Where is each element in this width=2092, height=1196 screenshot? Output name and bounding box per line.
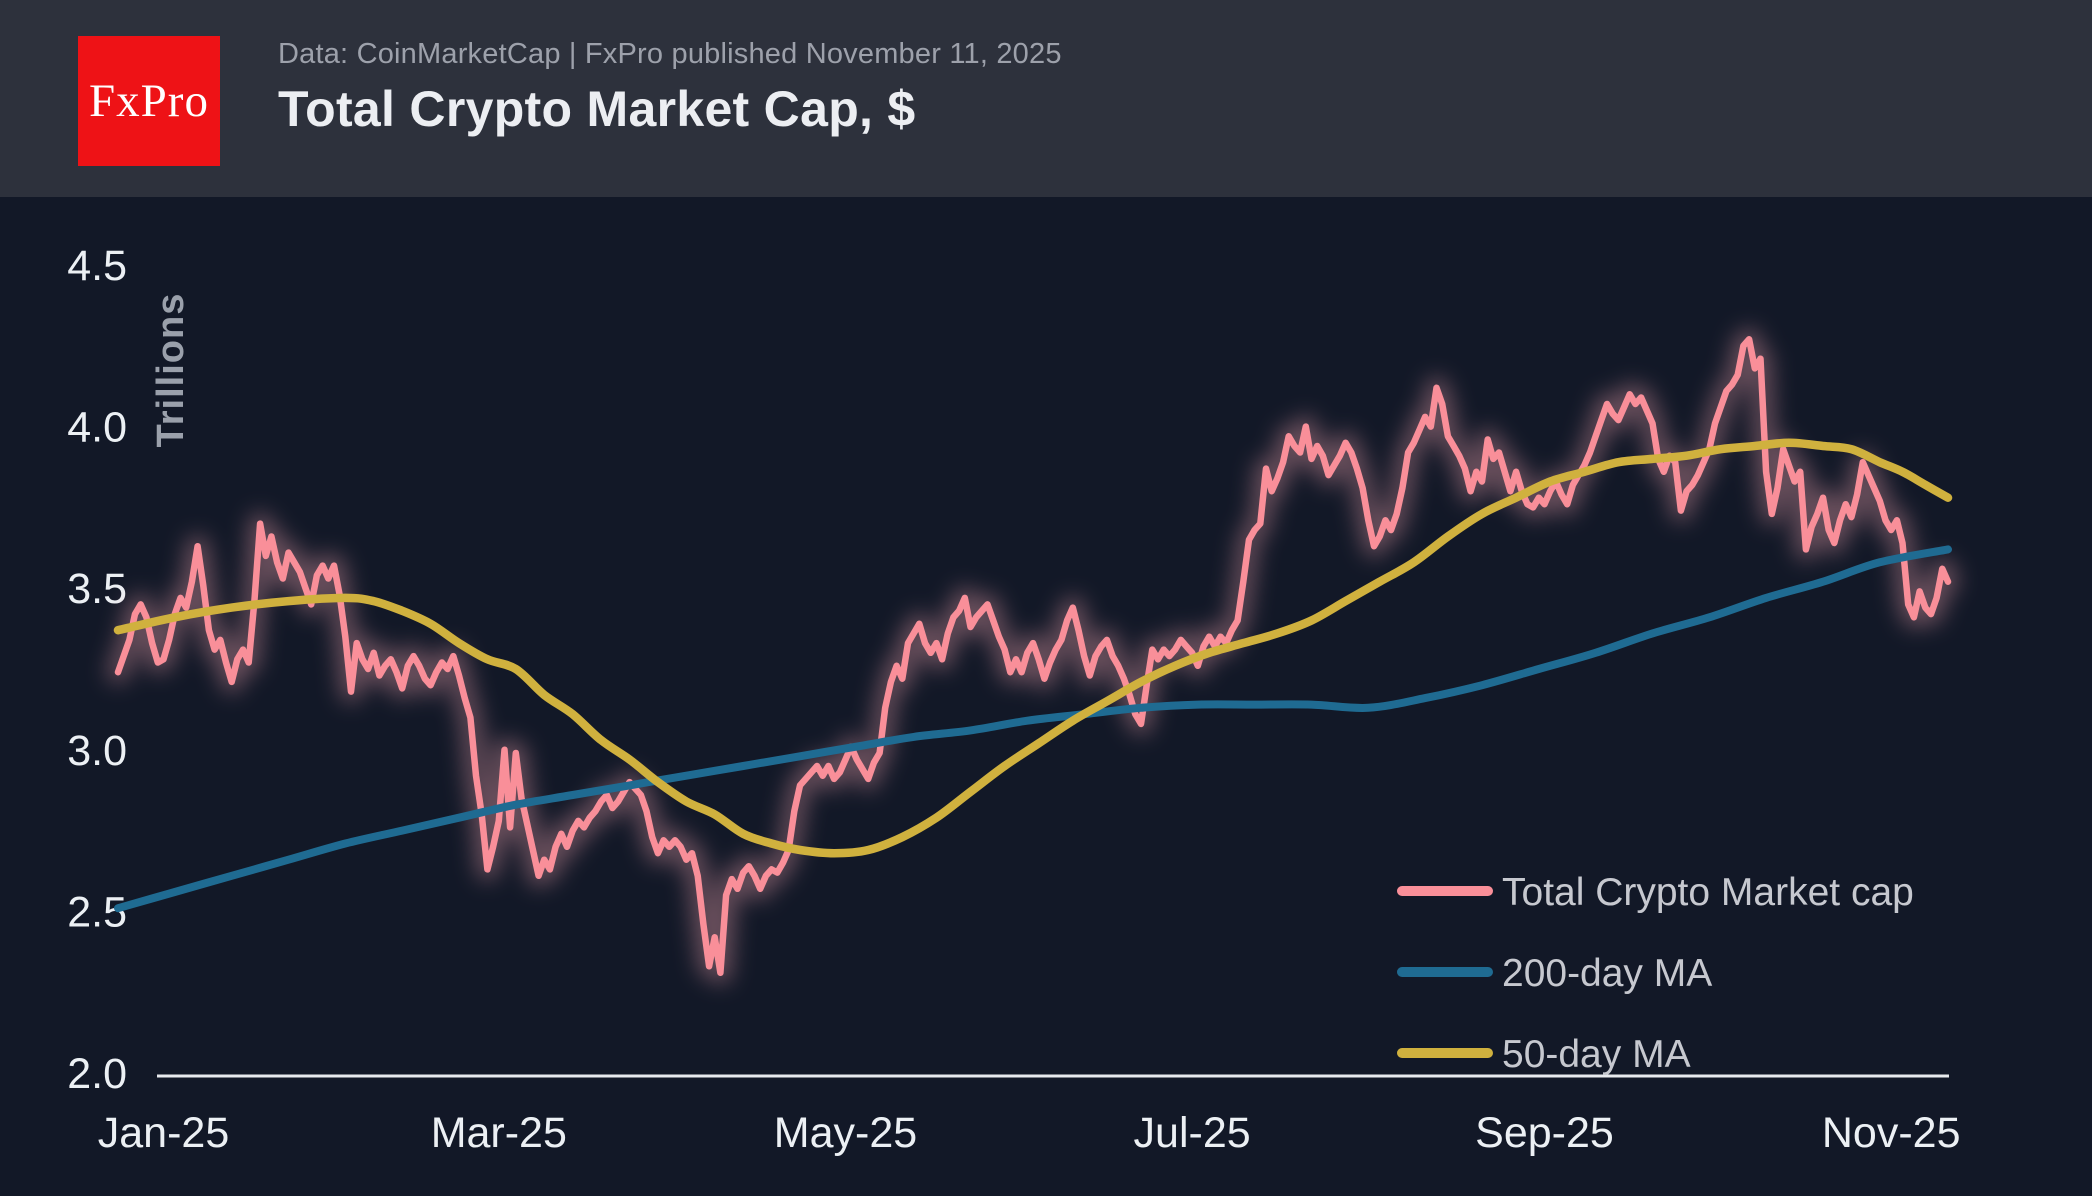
page-title: Total Crypto Market Cap, $ <box>278 81 916 137</box>
y-axis-labels: 2.0 2.5 3.0 3.5 4.0 4.5 <box>67 242 127 1098</box>
legend-label: Total Crypto Market cap <box>1502 871 1914 914</box>
x-tick-label: Sep-25 <box>1475 1109 1614 1157</box>
x-tick-label: May-25 <box>774 1109 917 1157</box>
fxpro-logo-text: FxPro <box>89 75 209 127</box>
x-tick-label: Mar-25 <box>431 1109 567 1157</box>
header-text-block: Data: CoinMarketCap | FxPro published No… <box>278 38 1062 138</box>
data-source-line: Data: CoinMarketCap | FxPro published No… <box>278 38 1062 70</box>
y-tick-label: 3.0 <box>67 727 127 775</box>
ma50-line <box>113 438 1953 858</box>
fxpro-logo: FxPro <box>78 36 220 166</box>
chart-series <box>107 328 1959 984</box>
y-tick-label: 4.5 <box>67 242 127 290</box>
y-tick-label: 3.5 <box>67 565 127 613</box>
legend-item: 50-day MA <box>1397 1033 1691 1076</box>
x-tick-label: Jul-25 <box>1134 1109 1251 1157</box>
x-tick-label: Nov-25 <box>1822 1109 1961 1157</box>
market-cap-line <box>114 336 1952 977</box>
ma200-line <box>114 545 1952 913</box>
legend-item: 200-day MA <box>1397 952 1712 995</box>
x-tick-label: Jan-25 <box>98 1109 229 1157</box>
x-axis-labels: Jan-25 Mar-25 May-25 Jul-25 Sep-25 Nov-25 <box>98 1109 1961 1157</box>
header-bar: FxPro Data: CoinMarketCap | FxPro publis… <box>0 0 2092 197</box>
y-axis-title: Trillions <box>150 293 192 448</box>
y-tick-label: 4.0 <box>67 404 127 452</box>
y-tick-label: 2.5 <box>67 888 127 936</box>
y-tick-label: 2.0 <box>67 1050 127 1098</box>
legend-label: 200-day MA <box>1502 952 1712 995</box>
legend-label: 50-day MA <box>1502 1033 1691 1076</box>
chart-legend: Total Crypto Market cap 200-day MA 50-day … <box>1397 871 1914 1076</box>
legend-item: Total Crypto Market cap <box>1397 871 1914 914</box>
